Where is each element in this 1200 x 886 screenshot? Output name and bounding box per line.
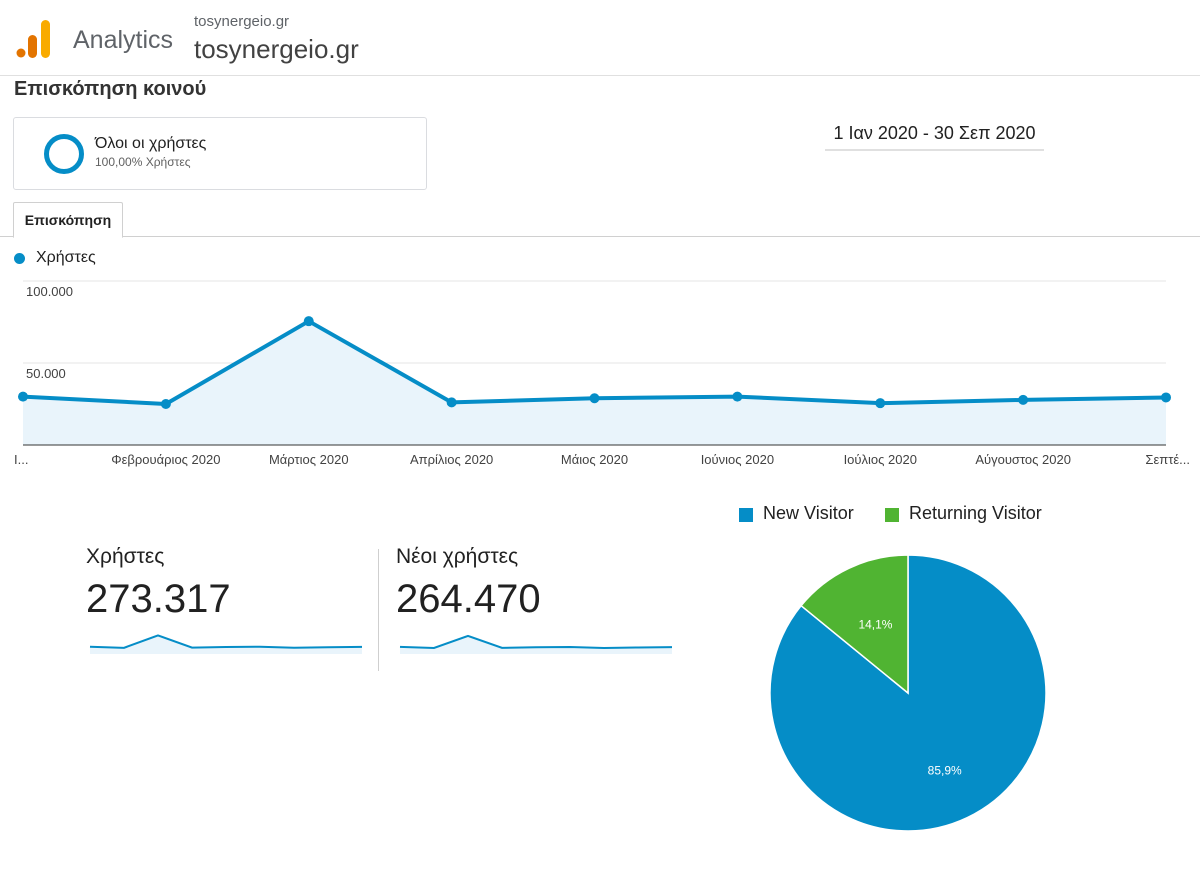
segment-percentage: 100,00% Χρήστες bbox=[95, 155, 191, 169]
page-title: Επισκόπηση κοινού bbox=[14, 78, 207, 100]
data-point bbox=[1161, 392, 1171, 403]
account-name[interactable]: tosynergeio.gr bbox=[194, 13, 290, 30]
sparkline-line bbox=[399, 634, 673, 649]
date-range-picker[interactable]: 1 Ιαν 2020 - 30 Σεπ 2020 bbox=[825, 121, 1044, 151]
metric-label: Νέοι χρήστες bbox=[396, 545, 519, 568]
app-name: Analytics bbox=[73, 26, 174, 54]
sparkline-area bbox=[400, 635, 672, 654]
sparkline-area bbox=[90, 635, 362, 654]
legend-label[interactable]: Χρήστες bbox=[36, 249, 96, 266]
x-tick-label: Μάρτιος 2020 bbox=[269, 452, 349, 467]
x-tick-label: Απρίλιος 2020 bbox=[410, 452, 493, 467]
pie-legend-label: New Visitor bbox=[763, 503, 854, 523]
users-area-chart: 100.000 50.000 Ι... Φεβρουάριος 2020 Μάρτιος… bbox=[14, 280, 1190, 467]
x-tick-label: Μάιος 2020 bbox=[561, 452, 628, 467]
data-point bbox=[18, 391, 28, 402]
data-point bbox=[303, 316, 314, 327]
metric-value: 273.317 bbox=[86, 577, 231, 621]
metric-divider bbox=[378, 549, 379, 671]
pie-legend-label: Returning Visitor bbox=[909, 503, 1042, 523]
data-point bbox=[732, 391, 743, 402]
metric-users[interactable]: Χρήστες 273.317 bbox=[86, 545, 376, 670]
data-point bbox=[1018, 394, 1029, 405]
data-point bbox=[160, 399, 171, 409]
x-tick-label: Ιούνιος 2020 bbox=[701, 452, 774, 467]
x-tick-label: Ιούλιος 2020 bbox=[844, 452, 917, 467]
x-tick-label: Σεπτέ... bbox=[1145, 452, 1190, 467]
segment-ring-icon bbox=[44, 134, 84, 174]
data-point bbox=[589, 393, 600, 404]
pie-slice bbox=[800, 554, 909, 695]
y-tick-label: 50.000 bbox=[26, 366, 66, 381]
legend-swatch-icon bbox=[885, 508, 899, 522]
x-tick-label: Αύγουστος 2020 bbox=[975, 452, 1071, 467]
y-tick-label: 100.000 bbox=[26, 284, 73, 299]
pie-slice-label: 85,9% bbox=[928, 763, 962, 777]
visitor-type-pie-chart: 85,9% 14,1% bbox=[769, 554, 1047, 832]
legend-swatch-icon bbox=[739, 508, 753, 522]
metric-value: 264.470 bbox=[396, 577, 541, 621]
legend-dot-icon bbox=[14, 253, 25, 264]
sparkline-line bbox=[89, 634, 363, 649]
property-selector[interactable]: tosynergeio.gr bbox=[194, 34, 359, 64]
pie-slice-label: 14,1% bbox=[858, 617, 892, 631]
app-header: Analytics tosynergeio.gr tosynergeio.gr bbox=[0, 0, 1200, 76]
data-point bbox=[875, 398, 886, 409]
tab-bar-line bbox=[0, 236, 1200, 237]
series-area bbox=[23, 321, 1166, 445]
x-tick-label: Φεβρουάριος 2020 bbox=[111, 452, 220, 467]
sparkline bbox=[89, 634, 363, 654]
x-tick-label: Ι... bbox=[14, 452, 28, 467]
data-point bbox=[446, 397, 457, 408]
sparkline bbox=[399, 634, 673, 654]
segment-name: Όλοι οι χρήστες bbox=[95, 135, 207, 152]
segment-card[interactable]: Όλοι οι χρήστες 100,00% Χρήστες bbox=[13, 117, 427, 190]
tab-overview[interactable]: Επισκόπηση bbox=[13, 202, 123, 238]
analytics-logo-icon[interactable] bbox=[16, 19, 52, 59]
metric-new-users[interactable]: Νέοι χρήστες 264.470 bbox=[396, 545, 686, 670]
metric-label: Χρήστες bbox=[86, 545, 165, 568]
